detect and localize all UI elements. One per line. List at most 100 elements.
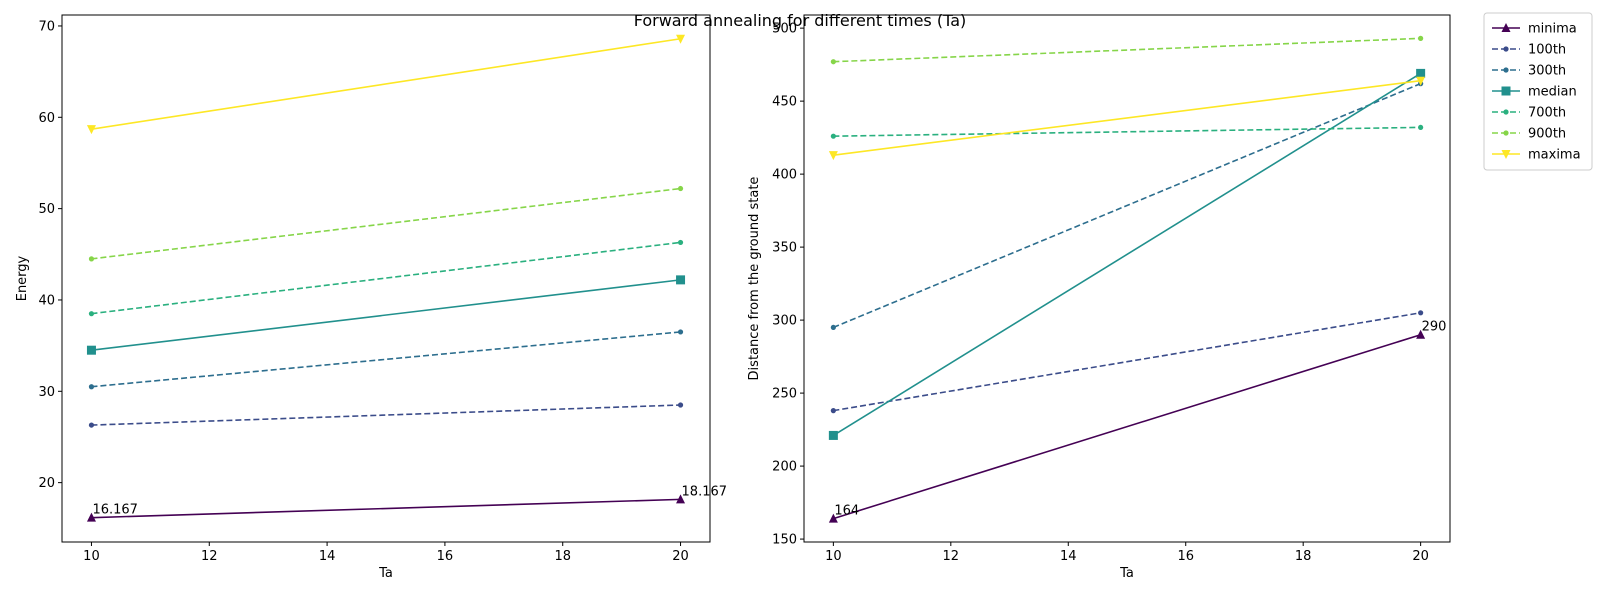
series-300th [88,329,684,390]
legend-label: maxima [1528,148,1581,163]
data-point-900th [830,59,836,65]
plot-2: 10 12 14 16 18 20 150 200 250 300 350 400 450 500 Ta Di… [747,14,1451,581]
y-tick-label: 40 [38,293,55,308]
data-annotation: 16.167 [92,503,138,518]
y-tick-label: 400 [772,168,797,183]
y-tick-label: 150 [772,533,797,548]
series-line-maxima [833,79,1421,156]
data-point-maxima [676,34,686,44]
data-point-median [1416,68,1426,78]
x-tick-label: 20 [1412,549,1429,564]
legend-label: 100th [1528,43,1566,58]
x-tick-label: 10 [83,549,100,564]
legend-marker [1501,23,1511,32]
legend-entry-100th: 100th [1492,43,1566,58]
data-point-minima [1416,329,1426,339]
x-tick-label: 16 [437,549,454,564]
x-tick-label: 18 [1295,549,1312,564]
data-annotation: 290 [1422,320,1447,335]
y-tick-label: 300 [772,314,797,329]
y-tick-label: 30 [38,385,55,400]
y-tick-label: 350 [772,241,797,256]
data-point-700th [1418,124,1424,131]
y-tick-label: 70 [38,19,55,34]
data-point-100th [88,422,95,428]
legend-entry-900th: 900th [1492,127,1566,142]
data-point-700th [88,311,95,317]
legend-label: median [1528,85,1577,100]
series-100th [830,310,1424,414]
data-point-median [86,345,96,355]
data-point-300th [88,384,95,390]
series-700th [88,239,684,317]
y-tick-label: 500 [772,22,797,37]
data-point-maxima [1416,76,1426,86]
axes-frame [803,14,1451,543]
legend-entry-median: median [1492,85,1577,100]
series-line-100th [91,404,681,426]
data-point-300th [830,324,836,331]
y-tick-label: 60 [38,111,55,126]
data-point-900th [677,185,684,192]
x-tick-label: 10 [825,549,842,564]
y-axis-label: Distance from the ground state [747,177,762,381]
x-tick-label: 12 [943,549,960,564]
series-line-median [91,279,681,351]
series-line-100th [833,312,1421,412]
data-point-minima [86,512,96,522]
x-tick-label: 12 [201,549,218,564]
series-line-300th [833,82,1421,329]
series-100th [88,402,684,428]
series-900th [830,35,1424,65]
legend-label: 700th [1528,106,1566,121]
series-line-700th [91,241,681,315]
x-tick-label: 18 [554,549,571,564]
series-median [86,275,686,355]
x-tick-label: 14 [319,549,336,564]
legend-label: 900th [1528,127,1566,142]
x-tick-label: 20 [672,549,689,564]
series-maxima [86,34,686,135]
series-line-minima [833,333,1421,520]
data-point-minima [676,494,686,504]
data-point-100th [677,402,684,408]
legend-label: minima [1528,22,1577,37]
y-tick-label: 20 [38,476,55,491]
legend-marker [1503,67,1509,73]
x-tick-label: 14 [1060,549,1077,564]
legend-box [1483,12,1593,171]
data-point-700th [830,133,836,139]
series-line-900th [91,187,681,260]
x-axis-label: Ta [378,566,393,581]
data-annotation: 18.167 [682,484,728,499]
series-900th [88,185,684,262]
x-tick-label: 16 [1177,549,1194,564]
data-point-700th [677,239,684,246]
series-median [828,68,1426,440]
y-tick-label: 250 [772,387,797,402]
series-line-median [832,72,1422,437]
series-line-maxima [91,37,681,130]
legend-entry-maxima: maxima [1492,148,1581,163]
data-point-minima [828,513,838,523]
legend-entry-minima: minima [1492,22,1577,37]
legend-marker [1503,46,1509,52]
legend-marker [1503,130,1509,136]
data-point-300th [677,329,684,335]
data-point-100th [1418,310,1424,316]
legend-marker [1501,86,1511,96]
axes-frame [61,14,711,543]
legend-marker [1501,150,1511,159]
y-tick-label: 450 [772,95,797,110]
legend-marker [1503,109,1509,115]
series-minima [828,329,1426,523]
y-axis-label: Energy [15,255,30,301]
data-annotation: 164 [834,504,859,519]
series-line-700th [833,126,1421,137]
x-axis-label: Ta [1119,566,1134,581]
series-minima [86,494,686,522]
series-maxima [828,76,1426,161]
data-point-900th [88,256,95,262]
plot-1: 10 12 14 16 18 20 20 30 40 50 60 70 Ta Energy 16.167 18… [15,14,728,581]
